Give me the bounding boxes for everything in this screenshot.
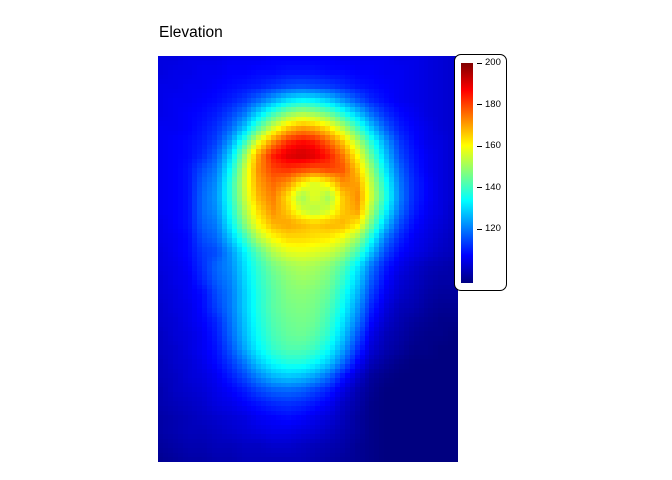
chart-title: Elevation [159,24,223,41]
colorbar-legend: 200 180 160 140 120 [454,54,507,291]
colorbar-gradient [461,63,473,283]
colorbar-tick-mark [477,145,482,147]
colorbar-tick-label: 160 [485,140,501,152]
colorbar-tick-mark [477,187,482,189]
colorbar-tick-mark [477,104,482,105]
colorbar-tick-mark [477,62,482,64]
colorbar-tick-mark [477,228,482,230]
colorbar-tick-label: 180 [485,98,501,110]
colorbar-tick-label: 140 [485,181,501,193]
colorbar-tick-label: 200 [485,57,501,68]
heatmap-canvas [158,56,458,462]
colorbar-tick-label: 120 [485,223,501,235]
